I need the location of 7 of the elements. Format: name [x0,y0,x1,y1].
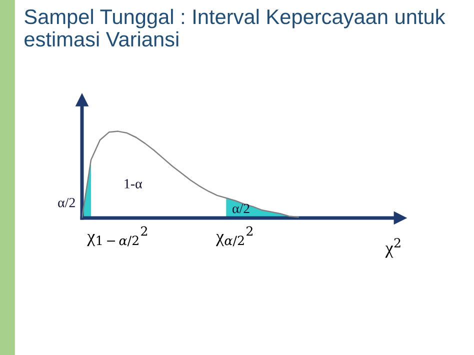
x-tick-label: χ$_{1−α/2}$$^{2}$ [87,226,148,246]
text: α/2 [58,198,75,208]
annotation: 1-α [124,179,142,188]
chart-title: Sampel Tunggal : Interval Kepercayaan untuk estimasi Variansi [24,8,446,47]
annotation: α/2 [232,204,250,214]
x-axis-title: χ$^{2}$ [385,238,400,258]
x-tick-label: χ$_{α/2}$$^{2}$ [216,226,252,246]
